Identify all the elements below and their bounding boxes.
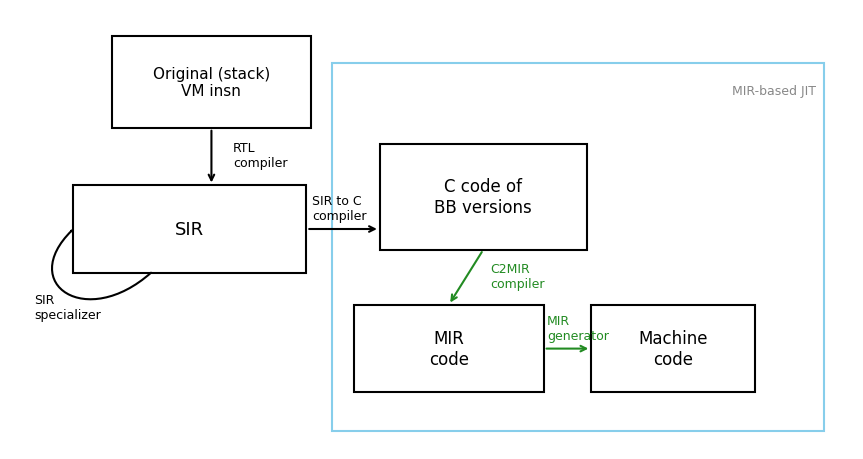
Text: SIR
specializer: SIR specializer	[35, 294, 101, 321]
FancyArrowPatch shape	[52, 231, 151, 300]
Text: MIR
code: MIR code	[429, 330, 469, 368]
Text: C code of
BB versions: C code of BB versions	[434, 178, 532, 217]
Text: MIR
generator: MIR generator	[547, 314, 609, 342]
Bar	[73, 186, 306, 273]
Bar	[332, 64, 824, 431]
Bar	[591, 305, 755, 392]
Text: C2MIR
compiler: C2MIR compiler	[490, 263, 545, 291]
Bar	[112, 37, 311, 129]
Text: Original (stack)
VM insn: Original (stack) VM insn	[153, 67, 270, 99]
Text: SIR: SIR	[175, 220, 205, 239]
Text: RTL
compiler: RTL compiler	[233, 142, 287, 170]
Bar	[380, 145, 587, 250]
Text: Machine
code: Machine code	[639, 330, 708, 368]
Text: MIR-based JIT: MIR-based JIT	[732, 85, 816, 98]
Bar	[354, 305, 544, 392]
Text: SIR to C
compiler: SIR to C compiler	[312, 195, 367, 223]
